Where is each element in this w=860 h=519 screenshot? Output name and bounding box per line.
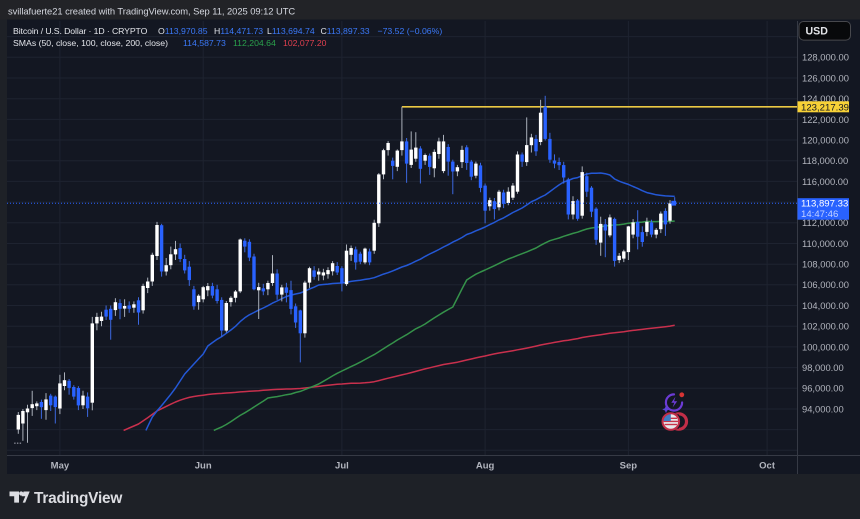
svg-text:126,000.00: 126,000.00 — [802, 72, 849, 83]
svg-text:106,000.00: 106,000.00 — [802, 279, 849, 290]
svg-text:110,000.00: 110,000.00 — [802, 238, 848, 249]
svg-text:104,000.00: 104,000.00 — [802, 300, 849, 311]
svg-text:−73.52 (−0.06%): −73.52 (−0.06%) — [378, 26, 443, 36]
svg-text:94,000.00: 94,000.00 — [802, 403, 844, 414]
svg-text:Oct: Oct — [759, 461, 776, 472]
svg-text:...: ... — [14, 436, 23, 447]
svg-text:120,000.00: 120,000.00 — [802, 134, 849, 145]
svg-text:H114,471.73: H114,471.73 — [214, 26, 263, 36]
svg-text:98,000.00: 98,000.00 — [802, 362, 844, 373]
svg-text:TradingView: TradingView — [34, 490, 122, 507]
svg-text:USD: USD — [806, 25, 829, 37]
svg-text:O113,970.85: O113,970.85 — [158, 26, 208, 36]
svg-text:L113,694.74: L113,694.74 — [267, 26, 315, 36]
svg-text:May: May — [51, 461, 70, 472]
svg-text:128,000.00: 128,000.00 — [802, 52, 849, 63]
svg-text:Bitcoin / U.S. Dollar · 1D · C: Bitcoin / U.S. Dollar · 1D · CRYPTO — [13, 26, 148, 36]
svg-text:112,000.00: 112,000.00 — [802, 217, 848, 228]
svg-text:113,897.33: 113,897.33 — [801, 199, 848, 210]
svg-text:Jul: Jul — [335, 461, 349, 472]
svg-text:102,000.00: 102,000.00 — [802, 321, 849, 332]
svg-text:Sep: Sep — [620, 461, 638, 472]
svg-text:114,587.73: 114,587.73 — [183, 38, 226, 48]
svg-text:116,000.00: 116,000.00 — [802, 176, 848, 187]
svg-text:C113,897.33: C113,897.33 — [321, 26, 370, 36]
svg-text:108,000.00: 108,000.00 — [802, 259, 849, 270]
svg-text:96,000.00: 96,000.00 — [802, 383, 844, 394]
svg-text:118,000.00: 118,000.00 — [802, 155, 848, 166]
svg-text:Aug: Aug — [476, 461, 495, 472]
svg-text:SMAs (50, close, 100, close, 2: SMAs (50, close, 100, close, 200, close) — [13, 38, 168, 48]
svg-text:124,000.00: 124,000.00 — [802, 93, 849, 104]
svg-text:112,204.64: 112,204.64 — [233, 38, 276, 48]
svg-text:123,217.39: 123,217.39 — [801, 102, 849, 113]
svg-text:14:47:46: 14:47:46 — [801, 209, 838, 220]
svg-text:102,077.20: 102,077.20 — [283, 38, 327, 48]
svg-text:svillafuerte21 created with Tr: svillafuerte21 created with TradingView.… — [8, 6, 295, 17]
svg-text:122,000.00: 122,000.00 — [802, 114, 849, 125]
svg-text:Jun: Jun — [195, 461, 212, 472]
svg-text:100,000.00: 100,000.00 — [802, 341, 849, 352]
